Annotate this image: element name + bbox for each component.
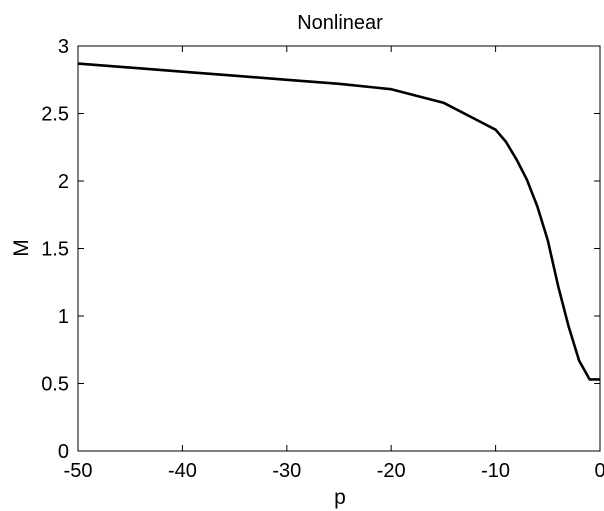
x-axis-label: p <box>334 486 346 509</box>
series-layer <box>77 62 600 381</box>
x-tick-label: 0 <box>594 460 604 482</box>
y-tick-label: 1 <box>58 306 69 328</box>
chart-title: Nonlinear <box>297 12 383 34</box>
y-tick-label: 0.5 <box>41 374 69 396</box>
y-tick-label: 1.5 <box>41 239 69 261</box>
y-tick-label: 2 <box>58 171 69 193</box>
x-tick-label: -50 <box>64 460 93 482</box>
y-tick-label: 2.5 <box>41 104 69 126</box>
y-tick-label: 3 <box>58 36 69 58</box>
plot-area <box>77 45 601 452</box>
axis-ticks <box>77 45 601 452</box>
x-tick-label: -10 <box>481 460 510 482</box>
x-tick-label: -40 <box>168 460 197 482</box>
y-axis-label: M <box>10 239 33 257</box>
tick-labels: -50 -40 -30 -20 -10 0 0 0.5 1 1.5 2 2.5 3 <box>41 36 604 482</box>
x-tick-label: -30 <box>272 460 301 482</box>
series-line <box>77 62 600 381</box>
y-tick-label: 0 <box>58 441 69 463</box>
x-tick-label: -20 <box>377 460 406 482</box>
